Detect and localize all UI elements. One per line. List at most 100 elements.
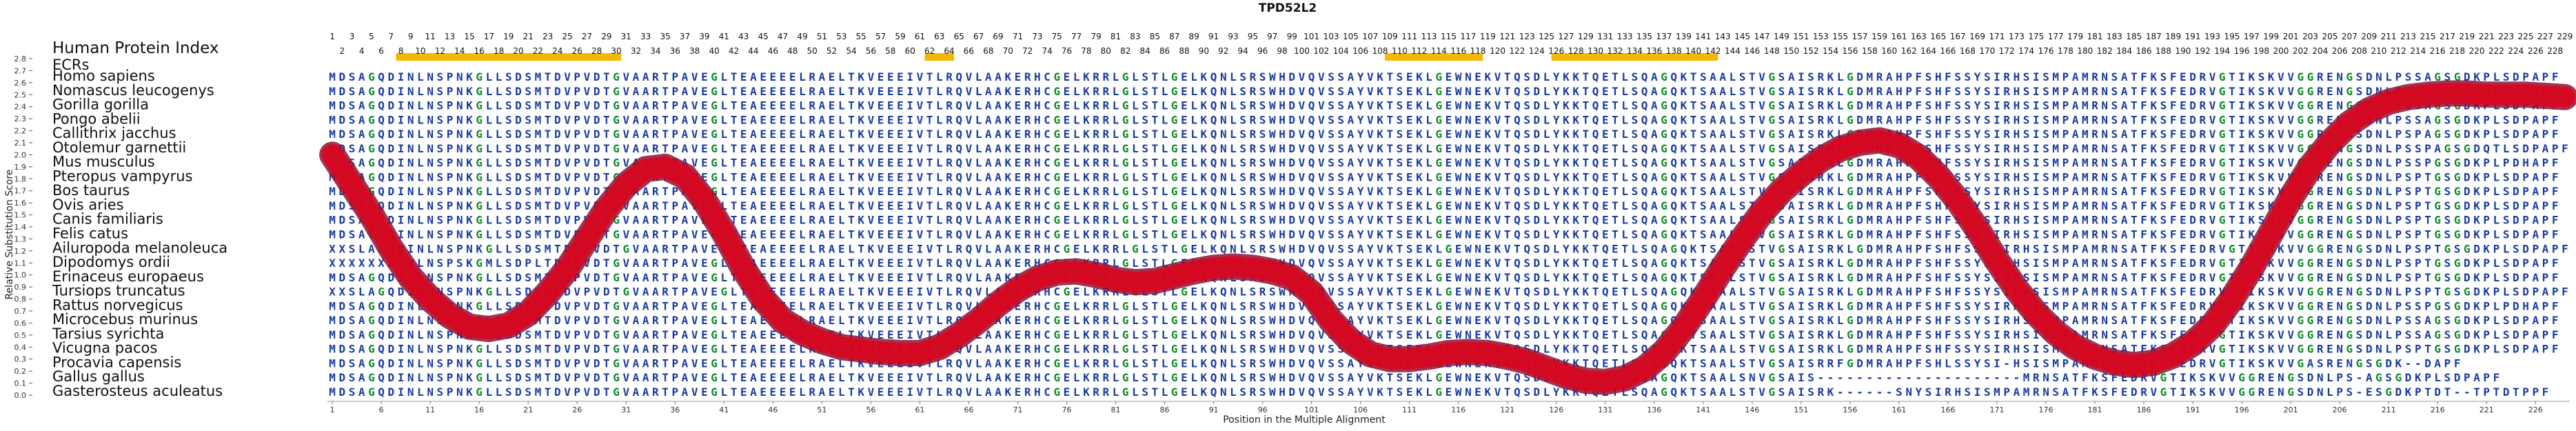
residue: Y xyxy=(1553,99,1560,112)
residue: S xyxy=(2023,113,2030,126)
residue: P xyxy=(2522,314,2529,327)
residue: D xyxy=(2189,228,2196,241)
residue: I xyxy=(2238,214,2245,227)
residue: V xyxy=(1758,99,1765,112)
residue: T xyxy=(848,185,855,198)
residue: K xyxy=(1827,328,1834,341)
residue: S xyxy=(2258,142,2265,155)
residue: L xyxy=(417,228,424,241)
residue: G xyxy=(1122,170,1129,183)
residue: L xyxy=(720,343,727,356)
residue: T xyxy=(545,113,551,126)
residue: S xyxy=(1700,99,1707,112)
residue: S xyxy=(349,142,356,155)
residue: R xyxy=(1259,242,1266,255)
residue: Q xyxy=(1210,142,1217,155)
residue: G xyxy=(1171,328,1178,341)
residue: K xyxy=(1083,99,1090,112)
residue: L xyxy=(1621,113,1628,126)
residue: A xyxy=(358,70,365,83)
residue: V xyxy=(574,285,580,299)
residue: E xyxy=(1602,128,1609,141)
residue: P xyxy=(671,85,678,98)
residue: K xyxy=(2473,299,2480,312)
residue: N xyxy=(2101,157,2108,170)
residue: K xyxy=(1681,357,1687,370)
residue: K xyxy=(1201,99,1208,112)
residue: V xyxy=(1299,170,1306,183)
residue: L xyxy=(1426,157,1432,170)
residue: Q xyxy=(1602,285,1609,299)
residue: V xyxy=(868,70,875,83)
residue: G xyxy=(1053,70,1060,83)
residue: A xyxy=(2121,271,2128,284)
residue: F xyxy=(1916,343,1923,356)
residue: A xyxy=(1788,85,1795,98)
residue: T xyxy=(731,128,738,141)
residue: D xyxy=(388,185,395,198)
residue: V xyxy=(564,113,571,126)
residue: D xyxy=(338,314,345,327)
residue: E xyxy=(2180,228,2187,241)
residue: V xyxy=(1318,99,1325,112)
residue: K xyxy=(2268,299,2275,312)
residue: L xyxy=(1621,299,1628,312)
residue: A xyxy=(2121,328,2128,341)
residue: M xyxy=(2052,157,2059,170)
residue: F xyxy=(2170,157,2177,170)
residue: P xyxy=(671,343,678,356)
residue: S xyxy=(1142,70,1148,83)
residue: D xyxy=(1856,70,1863,83)
residue: L xyxy=(486,170,493,183)
residue: L xyxy=(486,85,493,98)
residue: S xyxy=(2415,157,2422,170)
residue: S xyxy=(2111,185,2118,198)
residue: S xyxy=(1632,214,1639,227)
residue: I xyxy=(1798,271,1805,284)
residue: L xyxy=(799,113,806,126)
residue: I xyxy=(398,214,405,227)
residue: V xyxy=(622,271,629,284)
residue: D xyxy=(594,299,600,312)
residue: S xyxy=(2503,228,2510,241)
residue: D xyxy=(2366,170,2373,183)
residue: S xyxy=(1337,285,1344,299)
residue: A xyxy=(2532,170,2539,183)
residue: R xyxy=(2003,70,2010,83)
residue: S xyxy=(2503,314,2510,327)
residue: R xyxy=(946,85,953,98)
residue: Y xyxy=(1563,285,1570,299)
residue: G xyxy=(1847,271,1854,284)
residue: D xyxy=(515,99,522,112)
residue: E xyxy=(2326,228,2333,241)
residue: G xyxy=(1670,242,1677,255)
residue: L xyxy=(505,285,512,299)
residue: P xyxy=(671,314,678,327)
residue: K xyxy=(1563,199,1570,212)
residue: K xyxy=(1681,70,1687,83)
residue: Q xyxy=(1641,70,1648,83)
residue: L xyxy=(1426,185,1432,198)
residue: E xyxy=(829,85,835,98)
residue: A xyxy=(652,242,659,255)
residue: L xyxy=(975,228,982,241)
residue: L xyxy=(838,228,845,241)
residue: S xyxy=(525,142,531,155)
residue: G xyxy=(1435,113,1442,126)
residue: Q xyxy=(378,328,385,341)
residue: L xyxy=(1837,214,1844,227)
residue: S xyxy=(1632,85,1639,98)
residue: H xyxy=(2014,99,2020,112)
residue: L xyxy=(1132,70,1139,83)
residue: S xyxy=(1328,142,1335,155)
residue: P xyxy=(2395,299,2402,312)
residue: P xyxy=(2542,128,2549,141)
residue: S xyxy=(525,371,531,384)
residue: G xyxy=(711,70,718,83)
residue: H xyxy=(2014,113,2020,126)
residue: S xyxy=(1807,199,1814,212)
residue: A xyxy=(985,271,992,284)
residue: Q xyxy=(1514,328,1521,341)
residue: S xyxy=(1328,257,1335,270)
